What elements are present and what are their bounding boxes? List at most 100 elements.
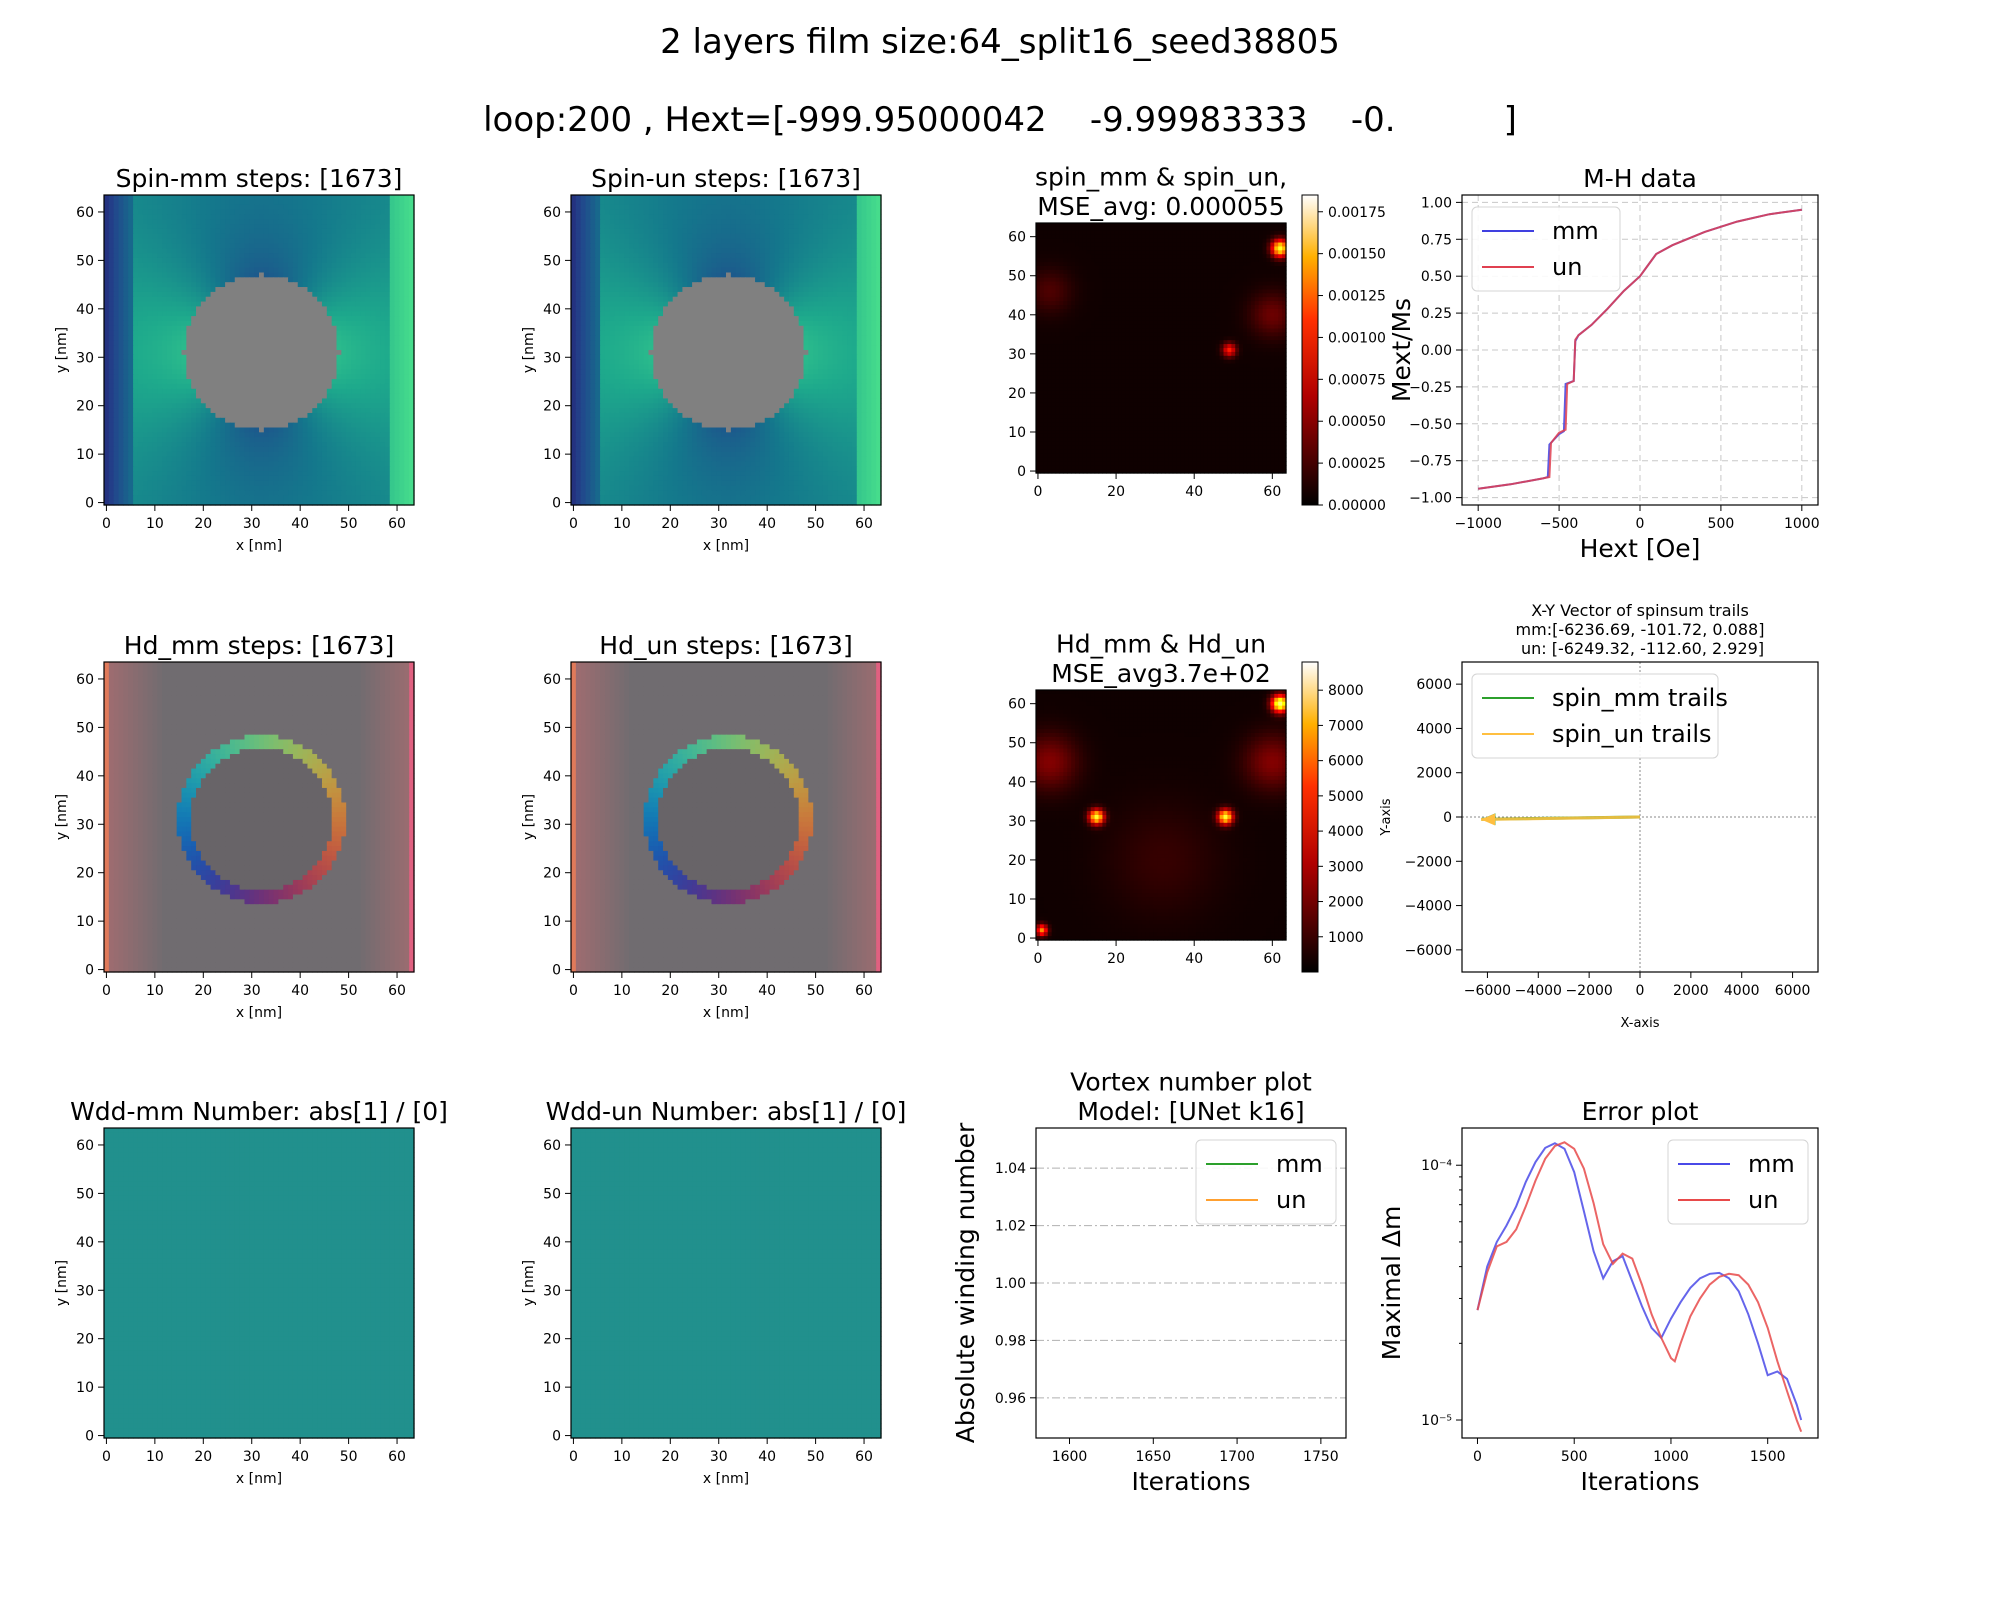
heatmap-cell (143, 200, 148, 205)
heatmap-cell (162, 234, 167, 239)
heatmap-cell (274, 277, 279, 282)
heatmap-cell (186, 205, 191, 210)
heatmap-cell (380, 268, 385, 273)
heatmap-cell (109, 214, 114, 219)
heatmap-cell (128, 224, 133, 229)
heatmap-cell (211, 214, 216, 219)
heatmap-cell (370, 273, 375, 278)
heatmap-cell (148, 234, 153, 239)
heatmap-cell (157, 243, 162, 248)
heatmap-cell (278, 263, 283, 268)
heatmap-cell (298, 287, 303, 292)
heatmap-cell (196, 200, 201, 205)
heatmap-cell (303, 239, 308, 244)
heatmap-cell (148, 224, 153, 229)
heatmap-cell (249, 210, 254, 215)
heatmap-cell (293, 224, 298, 229)
heatmap-cell (182, 195, 187, 200)
heatmap-cell (298, 239, 303, 244)
heatmap-cell (274, 219, 279, 224)
heatmap-cell (220, 219, 225, 224)
heatmap-cell (225, 195, 230, 200)
heatmap-cell (172, 214, 177, 219)
heatmap-cell (104, 205, 109, 210)
heatmap-cell (375, 234, 380, 239)
heatmap-cell (283, 263, 288, 268)
heatmap-cell (278, 210, 283, 215)
heatmap-cell (196, 277, 201, 282)
heatmap-cell (341, 200, 346, 205)
heatmap-cell (128, 239, 133, 244)
heatmap-cell (114, 292, 119, 297)
heatmap-cell (366, 239, 371, 244)
heatmap-cell (366, 195, 371, 200)
heatmap-cell (206, 258, 211, 263)
heatmap-cell (162, 292, 167, 297)
heatmap-cell (152, 292, 157, 297)
chart-spin_mm: 0 10 20 30 40 50 600102030405060x [nm]y [nm]Sp… (54, 164, 415, 554)
heatmap-cell (332, 239, 337, 244)
heatmap-cell (215, 243, 220, 248)
heatmap-cell (104, 258, 109, 263)
heatmap-cell (264, 229, 269, 234)
heatmap-cell (133, 287, 138, 292)
heatmap-cell (390, 282, 395, 287)
heatmap-cell (206, 224, 211, 229)
heatmap-cell (327, 229, 332, 234)
heatmap-cell (225, 248, 230, 253)
heatmap-cell (322, 214, 327, 219)
heatmap-cell (162, 282, 167, 287)
heatmap-cell (182, 210, 187, 215)
heatmap-cell (327, 253, 332, 258)
heatmap-cell (191, 229, 196, 234)
heatmap-cell (143, 243, 148, 248)
heatmap-cell (235, 273, 240, 278)
heatmap-cell (235, 210, 240, 215)
heatmap-cell (249, 277, 254, 282)
heatmap-cell (356, 248, 361, 253)
heatmap-cell (332, 258, 337, 263)
heatmap-cell (244, 229, 249, 234)
heatmap-cell (104, 224, 109, 229)
heatmap-cell (201, 239, 206, 244)
heatmap-cell (269, 243, 274, 248)
heatmap-cell (395, 229, 400, 234)
heatmap-cell (337, 273, 342, 278)
heatmap-cell (104, 263, 109, 268)
heatmap-cell (148, 195, 153, 200)
heatmap-cell (123, 253, 128, 258)
heatmap-cell (104, 214, 109, 219)
heatmap-cell (206, 205, 211, 210)
heatmap-cell (215, 253, 220, 258)
heatmap-cell (123, 292, 128, 297)
heatmap-cell (172, 239, 177, 244)
heatmap-cell (230, 273, 235, 278)
heatmap-cell (332, 248, 337, 253)
heatmap-cell (109, 205, 114, 210)
heatmap-cell (123, 219, 128, 224)
heatmap-cell (317, 243, 322, 248)
heatmap-cell (119, 273, 124, 278)
heatmap-cell (230, 253, 235, 258)
heatmap-cell (399, 263, 404, 268)
heatmap-cell (211, 273, 216, 278)
heatmap-cell (104, 195, 109, 200)
heatmap-cell (109, 248, 114, 253)
heatmap-cell (288, 243, 293, 248)
heatmap-cell (327, 248, 332, 253)
heatmap-cell (225, 239, 230, 244)
heatmap-cell (322, 205, 327, 210)
heatmap-cell (186, 200, 191, 205)
heatmap-cell (225, 253, 230, 258)
heatmap-cell (264, 287, 269, 292)
heatmap-cell (259, 224, 264, 229)
heatmap-cell (327, 205, 332, 210)
heatmap-cell (317, 277, 322, 282)
heatmap-cell (254, 229, 259, 234)
heatmap-cell (259, 200, 264, 205)
heatmap-cell (361, 287, 366, 292)
heatmap-cell (201, 248, 206, 253)
heatmap-cell (148, 210, 153, 215)
heatmap-cell (380, 263, 385, 268)
heatmap-cell (346, 287, 351, 292)
